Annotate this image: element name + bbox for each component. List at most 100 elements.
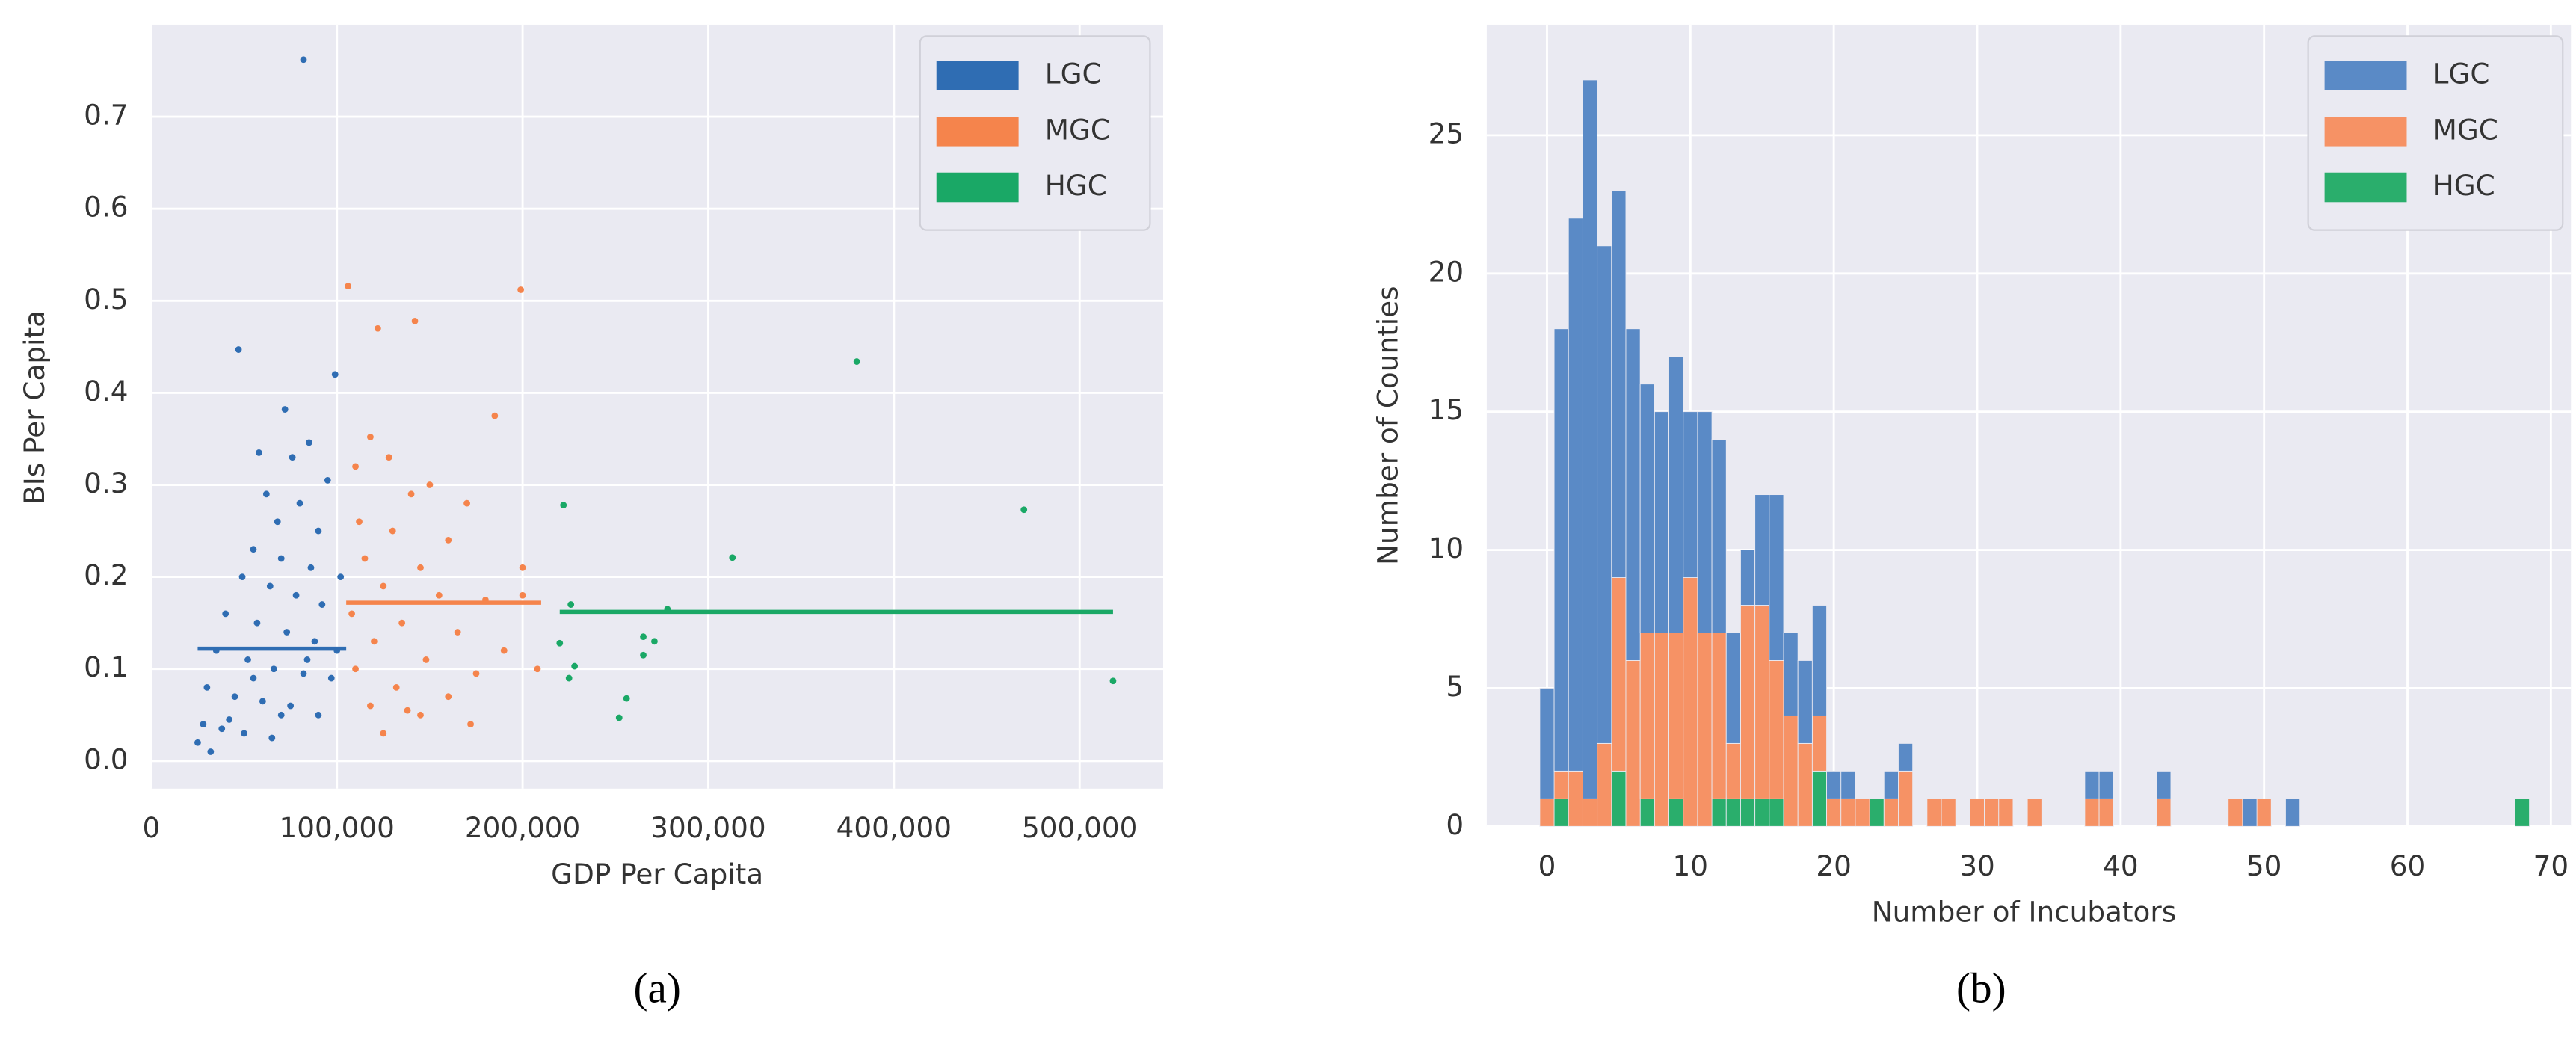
point xyxy=(292,591,300,599)
point xyxy=(200,721,207,728)
point xyxy=(560,502,567,508)
x-tick-label: 400,000 xyxy=(836,811,952,844)
point xyxy=(651,638,658,645)
bar xyxy=(1769,798,1784,827)
point xyxy=(426,481,434,488)
point xyxy=(367,434,374,440)
point xyxy=(318,601,326,608)
point xyxy=(352,463,359,470)
point xyxy=(407,490,415,498)
point xyxy=(422,656,430,663)
bar xyxy=(1654,633,1669,827)
x-tick-label: 100,000 xyxy=(280,811,395,844)
bar xyxy=(1783,633,1799,716)
bar xyxy=(1697,633,1713,827)
bar xyxy=(1826,798,1842,827)
y-tick-label: 0.2 xyxy=(84,559,128,591)
point xyxy=(277,555,285,562)
y-tick-label: 0 xyxy=(1446,808,1464,841)
bar xyxy=(2098,798,2114,827)
point xyxy=(266,582,274,590)
point xyxy=(565,674,573,682)
bar xyxy=(1697,411,1713,633)
legend-swatch xyxy=(936,172,1019,203)
point xyxy=(327,674,335,682)
point xyxy=(491,412,499,419)
bar xyxy=(2156,798,2172,827)
point xyxy=(417,711,424,719)
point xyxy=(640,633,647,641)
bar xyxy=(1639,798,1655,827)
bar xyxy=(1725,798,1741,827)
bar xyxy=(1611,577,1627,772)
bar xyxy=(1840,798,1856,827)
point xyxy=(244,656,251,663)
bar xyxy=(1539,687,1555,799)
bar xyxy=(1797,660,1813,744)
point xyxy=(231,693,238,701)
x-tick-label: 30 xyxy=(1959,849,1995,882)
bar xyxy=(1998,798,2014,827)
point xyxy=(250,546,257,553)
caption: (a) xyxy=(633,964,680,1012)
x-tick-label: 10 xyxy=(1673,849,1709,882)
point xyxy=(352,665,359,673)
y-tick-label: 10 xyxy=(1429,532,1464,564)
point xyxy=(222,610,229,618)
point xyxy=(435,591,443,599)
bar xyxy=(1926,798,1942,827)
bar xyxy=(1597,245,1612,744)
point xyxy=(250,674,257,682)
bar xyxy=(1553,798,1569,827)
bar xyxy=(1754,798,1770,827)
point xyxy=(331,371,339,378)
bar xyxy=(2242,798,2258,827)
caption: (b) xyxy=(1956,964,2006,1012)
bar xyxy=(1855,798,1870,827)
bar xyxy=(1725,633,1741,744)
point xyxy=(445,536,452,544)
point xyxy=(300,56,307,64)
point xyxy=(203,683,211,691)
bar xyxy=(1568,218,1583,772)
bar xyxy=(1668,798,1684,827)
point xyxy=(306,439,312,446)
bar xyxy=(1826,770,1842,799)
point xyxy=(392,683,400,691)
bar xyxy=(1711,439,1727,633)
bar xyxy=(1553,770,1569,799)
point xyxy=(238,573,246,581)
legend-label: LGC xyxy=(1045,58,1102,90)
bar xyxy=(1754,494,1770,606)
bar xyxy=(2084,770,2100,799)
point xyxy=(571,662,579,670)
bar xyxy=(1898,770,1914,827)
y-tick-label: 0.0 xyxy=(84,742,128,775)
point xyxy=(268,734,276,742)
bar xyxy=(1984,798,2000,827)
bar xyxy=(1639,633,1655,799)
bar xyxy=(1683,577,1698,827)
point xyxy=(361,555,369,562)
y-tick-label: 5 xyxy=(1446,670,1464,703)
y-tick-label: 20 xyxy=(1429,255,1464,288)
bar xyxy=(1811,715,1828,772)
point xyxy=(853,358,860,365)
x-axis-label: Number of Incubators xyxy=(1872,895,2177,928)
point xyxy=(289,454,296,461)
y-tick-label: 0.5 xyxy=(84,283,128,316)
bar xyxy=(1725,742,1741,799)
bar xyxy=(1740,798,1756,827)
bar xyxy=(1625,328,1641,661)
point xyxy=(367,702,374,710)
bar xyxy=(2285,798,2301,827)
point xyxy=(445,693,452,701)
point xyxy=(241,730,247,737)
bar xyxy=(1711,633,1727,799)
bar xyxy=(1783,715,1799,827)
legend-swatch xyxy=(2324,61,2407,90)
point xyxy=(281,406,289,413)
point xyxy=(300,670,307,677)
point xyxy=(371,638,378,645)
bar xyxy=(1769,660,1784,799)
